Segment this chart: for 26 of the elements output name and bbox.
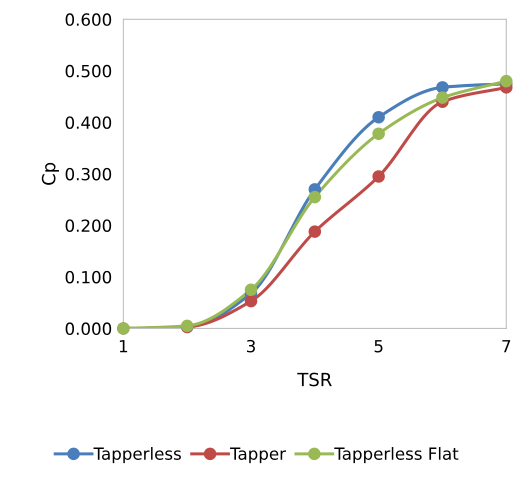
point — [244, 284, 258, 296]
point — [372, 110, 385, 124]
y-tick-label: 0.300 — [66, 168, 112, 180]
legend-label: Tapperless Flat — [334, 447, 458, 464]
x-tick-label: 7 — [502, 340, 510, 352]
x-tick-label: 5 — [374, 340, 382, 352]
point — [308, 225, 322, 238]
x-axis-title: TSR — [297, 372, 332, 386]
y-tick-label: 0.600 — [66, 13, 112, 26]
legend-label: Tapper — [230, 448, 286, 464]
y-tick-label: 0.100 — [66, 270, 112, 284]
legend-label: Tapperless — [94, 447, 181, 464]
y-tick-label: 0.500 — [66, 64, 112, 78]
point — [372, 170, 385, 183]
y-axis-title: Cp — [42, 162, 59, 185]
y-tick-label: 0.000 — [66, 322, 112, 336]
point — [308, 190, 322, 204]
point — [436, 91, 449, 104]
x-tick-label: 1 — [120, 340, 128, 352]
x-tick-label: 3 — [246, 340, 255, 352]
point — [244, 294, 258, 308]
point — [436, 81, 449, 94]
y-tick-label: 0.200 — [66, 219, 112, 232]
point — [372, 127, 385, 140]
y-tick-label: 0.400 — [66, 116, 112, 129]
point — [500, 74, 513, 88]
